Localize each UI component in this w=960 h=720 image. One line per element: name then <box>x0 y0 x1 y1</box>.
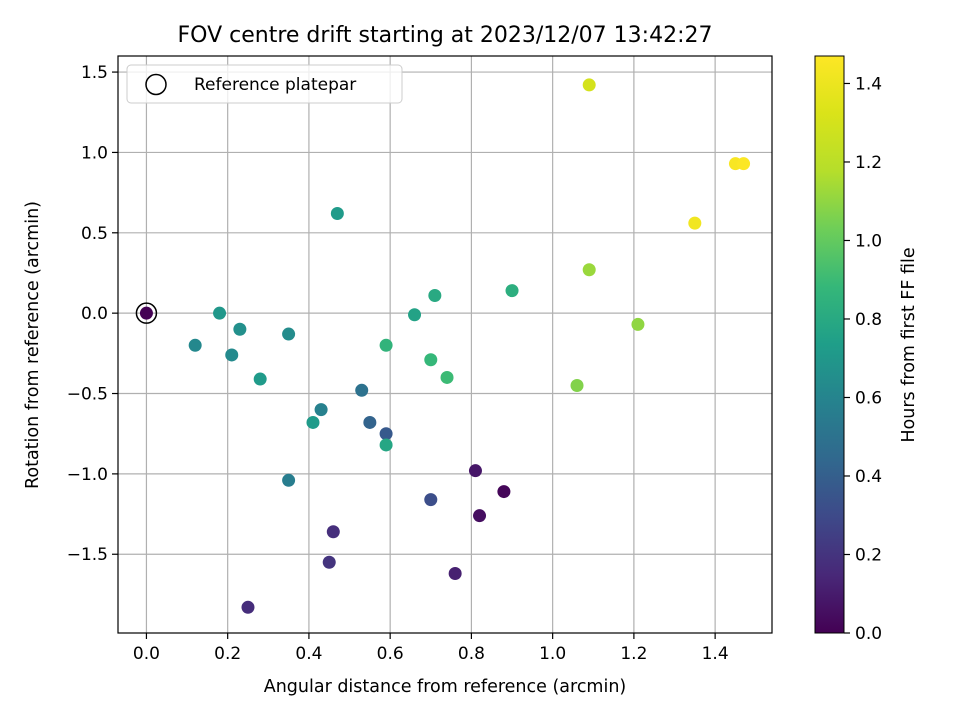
data-point <box>330 207 344 221</box>
data-point <box>322 555 336 569</box>
colorbar-label: Hours from first FF file <box>899 247 919 442</box>
data-point <box>241 600 255 614</box>
data-point <box>424 493 438 507</box>
colorbar-tick-label: 0.6 <box>855 388 882 408</box>
x-tick-label: 0.4 <box>295 644 322 664</box>
colorbar-tick-label: 0.0 <box>855 624 882 644</box>
colorbar-tick-label: 0.4 <box>855 467 882 487</box>
y-tick-label: −1.5 <box>67 545 108 565</box>
data-point <box>428 288 442 302</box>
data-point <box>468 464 482 478</box>
x-tick-label: 0.0 <box>133 644 160 664</box>
y-tick-label: 1.0 <box>81 143 108 163</box>
data-point <box>379 427 393 441</box>
y-axis-ticks: −1.5 −1.0 −0.5 0.0 0.5 1.0 1.5 <box>67 63 118 565</box>
data-point <box>582 78 596 92</box>
data-point <box>379 438 393 452</box>
x-tick-label: 0.8 <box>458 644 485 664</box>
data-point <box>306 415 320 429</box>
data-point <box>253 372 267 386</box>
y-tick-label: 1.5 <box>81 63 108 83</box>
x-axis-label: Angular distance from reference (arcmin) <box>264 677 627 697</box>
data-point <box>225 348 239 362</box>
data-point <box>631 317 645 331</box>
legend-box <box>126 64 403 104</box>
data-point <box>505 284 519 298</box>
y-axis-label: Rotation from reference (arcmin) <box>23 201 43 489</box>
legend-label: Reference platepar <box>194 75 356 95</box>
data-point <box>582 263 596 277</box>
data-point <box>363 415 377 429</box>
y-tick-label: −1.0 <box>67 465 108 485</box>
colorbar <box>814 55 845 634</box>
x-tick-label: 1.2 <box>620 644 647 664</box>
colorbar-tick-label: 0.8 <box>855 310 882 330</box>
data-point <box>213 306 227 320</box>
x-axis-ticks: 0.0 0.2 0.4 0.6 0.8 1.0 1.2 1.4 <box>133 633 729 664</box>
data-point <box>188 338 202 352</box>
legend-marker-open-circle <box>145 73 167 96</box>
data-point <box>688 216 702 230</box>
x-tick-label: 1.4 <box>702 644 729 664</box>
chart-title: FOV centre drift starting at 2023/12/07 … <box>178 23 713 48</box>
colorbar-tick-label: 1.4 <box>855 74 882 94</box>
colorbar-ticks: 0.0 0.2 0.4 0.6 0.8 1.0 1.2 1.4 <box>844 74 882 644</box>
y-tick-label: 0.0 <box>81 304 108 324</box>
grid-lines <box>118 56 772 633</box>
x-tick-label: 0.6 <box>377 644 404 664</box>
data-point <box>497 485 511 499</box>
data-point <box>440 370 454 384</box>
data-point <box>314 403 328 417</box>
colorbar-tick-label: 1.2 <box>855 153 882 173</box>
colorbar-tick-label: 0.2 <box>855 545 882 565</box>
data-point <box>737 157 751 171</box>
data-point <box>473 509 487 523</box>
data-point <box>282 473 296 487</box>
y-tick-label: 0.5 <box>81 224 108 244</box>
reference-platepar-marker <box>135 302 158 324</box>
data-point <box>448 567 462 581</box>
data-point <box>233 322 247 336</box>
plot-frame <box>117 55 773 634</box>
data-point <box>570 378 584 392</box>
y-tick-label: −0.5 <box>67 385 108 405</box>
data-point <box>139 306 153 320</box>
data-points <box>135 78 751 614</box>
legend: Reference platepar <box>126 64 403 104</box>
data-point <box>282 327 296 341</box>
x-tick-label: 1.0 <box>539 644 566 664</box>
colorbar-tick-label: 1.0 <box>855 231 882 251</box>
data-point <box>424 353 438 367</box>
data-point <box>355 383 369 397</box>
x-tick-label: 0.2 <box>214 644 241 664</box>
data-point <box>379 338 393 352</box>
data-point <box>408 308 422 322</box>
data-point <box>326 525 340 539</box>
